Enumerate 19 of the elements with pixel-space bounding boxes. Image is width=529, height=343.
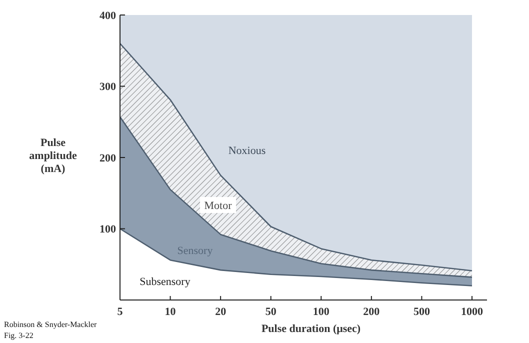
x-tick-label: 1000 [461,306,484,318]
x-axis-title: Pulse duration (μsec) [261,323,361,335]
y-tick-label: 200 [100,152,116,164]
x-tick-label: 50 [265,306,277,318]
annotation: Subsensory [140,276,191,288]
y-tick-label: 400 [100,10,116,22]
annotation: Sensory [177,244,214,257]
y-tick-label: 100 [100,224,116,236]
x-tick-label: 5 [117,306,124,318]
x-tick-label: 10 [164,306,176,318]
x-tick-label: 100 [312,306,330,318]
y-tick-label: 300 [100,81,116,94]
x-tick-label: 200 [363,306,380,318]
x-tick-label: 20 [215,306,227,318]
annotation: Noxious [228,144,266,157]
y-axis-title: Pulse amplitude (mA) [29,137,77,175]
x-tick-label: 500 [413,306,430,318]
text: Robinson & Snyder-Mackler Fig. 3-22 [4,320,98,340]
annotation: Motor [204,200,232,212]
